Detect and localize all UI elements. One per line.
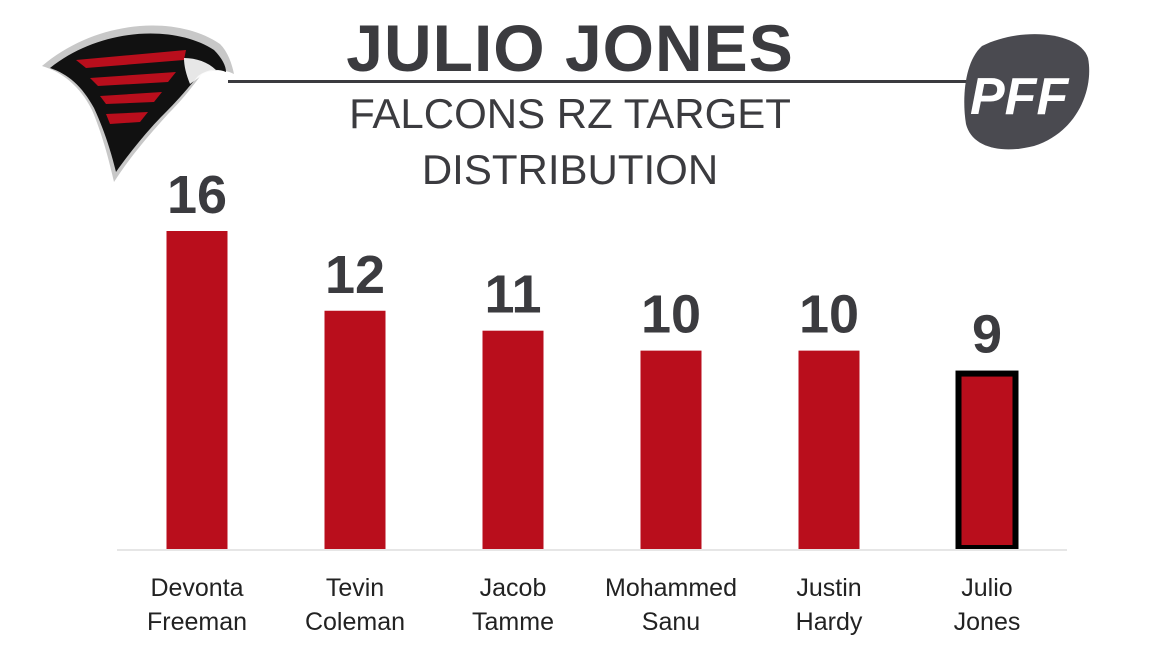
category-label-3-line-0: Mohammed [605,574,737,602]
category-label-0-line-1: Freeman [147,608,247,636]
bar-2 [482,330,544,550]
chart-title: JULIO JONES [346,11,794,85]
category-label-2-line-0: Jacob [480,574,547,602]
falcon-logo-icon [42,25,234,183]
value-label-3: 10 [641,285,701,345]
value-label-2: 11 [484,265,541,325]
category-label-1-line-1: Coleman [305,608,405,636]
category-label-4-line-0: Justin [796,574,861,602]
category-label-5: Julio Jones [954,574,1021,636]
pff-logo-text: PFF [970,68,1069,126]
category-label-0-line-0: Devonta [150,574,243,602]
category-label-2: Jacob Tamme [472,574,554,636]
chart-subtitle: FALCONS RZ TARGET DISTRIBUTION [349,90,791,193]
category-label-2-line-1: Tamme [472,608,554,636]
value-label-0: 16 [167,165,227,225]
bar-4 [798,350,860,550]
category-label-1-line-0: Tevin [326,574,384,602]
category-label-3-line-1: Sanu [642,608,700,636]
value-label-1: 12 [325,245,385,305]
bar-1 [324,310,386,550]
category-label-4-line-1: Hardy [796,608,863,636]
value-label-5: 9 [972,305,1002,365]
category-label-5-line-1: Jones [954,608,1021,636]
category-label-1: Tevin Coleman [305,574,405,636]
category-label-3: Mohammed Sanu [605,574,737,636]
bar-3 [640,350,702,550]
category-label-5-line-0: Julio [961,574,1012,602]
pff-logo-icon: PFF [964,34,1090,150]
bar-0 [166,231,228,550]
category-label-0: Devonta Freeman [147,574,247,636]
category-label-4: Justin Hardy [796,574,863,636]
value-label-4: 10 [799,285,859,345]
title-underline [228,80,988,83]
bar-5 [955,370,1019,551]
